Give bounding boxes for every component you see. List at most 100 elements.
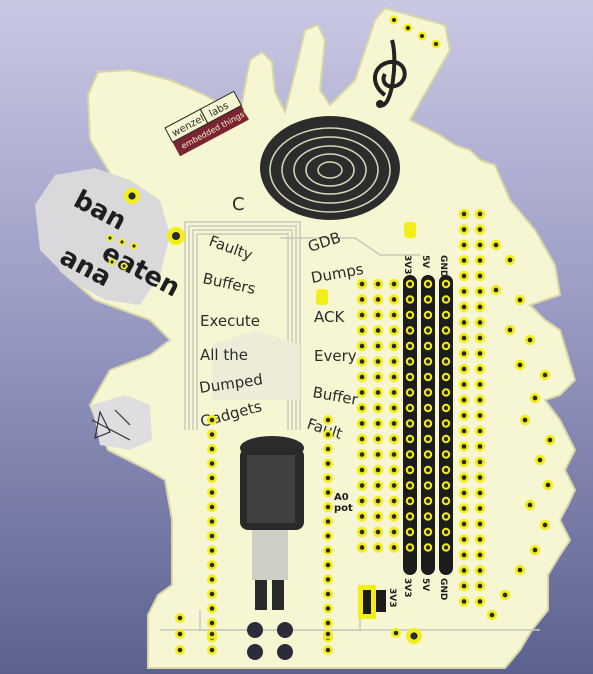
rail-pad-hole <box>425 498 431 504</box>
grid-pad-hole <box>359 281 365 287</box>
rail-pad-hole <box>443 545 449 550</box>
grid-pad-hole <box>391 281 397 287</box>
fringe-pad-hole <box>502 592 508 598</box>
grid-pad-hole <box>461 413 467 418</box>
grid-pad-hole <box>477 413 483 418</box>
grid-pad-hole <box>375 297 381 302</box>
right-header-pad-hole <box>325 548 331 553</box>
large-pad-hole <box>128 192 136 200</box>
grid-pad-hole <box>391 545 397 550</box>
mount-hole <box>277 622 293 638</box>
side-pad-hole <box>120 240 124 244</box>
grid-pad-hole <box>461 475 467 480</box>
grid-pad-hole <box>375 281 381 287</box>
left-header-pad-hole <box>209 577 215 582</box>
switch-label: 3V3 <box>387 588 397 608</box>
fringe-pad-hole <box>489 612 495 618</box>
grid-pad-hole <box>477 459 483 465</box>
grid-pad-hole <box>359 359 365 364</box>
bottom-pad-hole <box>209 631 215 637</box>
fringe-pad-hole <box>527 337 533 343</box>
grid-pad-hole <box>477 490 483 496</box>
right-header-pad-hole <box>325 461 331 466</box>
grid-pad-hole <box>461 351 467 356</box>
fringe-pad-hole <box>517 362 523 368</box>
grid-pad-hole <box>375 312 381 318</box>
grid-pad-hole <box>359 529 365 535</box>
square-pad <box>404 222 416 238</box>
rail-pad-hole <box>407 390 413 395</box>
grid-pad-hole <box>359 343 365 349</box>
grid-pad-hole <box>391 390 397 395</box>
right-word-4: Every <box>314 347 357 365</box>
grid-pad-hole <box>477 599 483 604</box>
grid-pad-hole <box>461 258 467 263</box>
rail-label-top-1: 3V3 <box>402 255 412 275</box>
grid-pad-hole <box>359 297 365 302</box>
grid-pad-hole <box>359 498 365 504</box>
grid-pad-hole <box>359 545 365 550</box>
left-header-pad-hole <box>209 446 215 452</box>
grid-pad-hole <box>461 568 467 573</box>
grid-pad-hole <box>391 359 397 364</box>
rail-pad-hole <box>443 436 449 442</box>
grid-pad-hole <box>391 436 397 442</box>
grid-pad-hole <box>461 289 467 294</box>
grid-pad-hole <box>359 514 365 519</box>
rail-pad-hole <box>425 390 431 395</box>
bottom-pad-hole <box>177 647 183 653</box>
rail-pad-hole <box>425 529 431 535</box>
rail-label-top-2: 5V <box>420 255 430 268</box>
grid-pad-hole <box>359 483 365 488</box>
power-switch[interactable] <box>358 585 386 619</box>
rail-label-top-3: GND <box>438 255 448 277</box>
grid-pad-hole <box>375 390 381 395</box>
grid-pad-hole <box>391 328 397 333</box>
grid-pad-hole <box>477 475 483 480</box>
grid-pad-hole <box>375 343 381 349</box>
hooded-figure-icon <box>240 436 304 610</box>
rail-pad-hole <box>407 405 413 411</box>
treble-clef-icon <box>373 39 407 108</box>
rail-pad-hole <box>443 452 449 457</box>
fringe-pad-hole <box>507 327 513 333</box>
rail-pad-hole <box>407 436 413 442</box>
fringe-pad-hole <box>547 437 553 443</box>
grid-pad-hole <box>391 483 397 488</box>
mount-hole <box>247 622 263 638</box>
grid-pad-hole <box>477 397 483 403</box>
right-header-pad-hole <box>325 620 331 626</box>
grid-pad-hole <box>375 374 381 380</box>
rail-pad-hole <box>443 343 449 349</box>
grid-pad-hole <box>391 514 397 519</box>
left-header-pad-hole <box>209 591 215 597</box>
rail-pad-hole <box>443 467 449 473</box>
left-header-pad-hole <box>209 490 215 495</box>
grid-pad-hole <box>359 436 365 442</box>
rail-pad-hole <box>425 545 431 550</box>
grid-pad-hole <box>461 428 467 434</box>
grid-pad-hole <box>461 273 467 279</box>
left-header-pad-hole <box>209 432 215 437</box>
grid-pad-hole <box>391 297 397 302</box>
fringe-pad-hole <box>542 522 548 528</box>
rail-pad-hole <box>425 452 431 457</box>
rail-pad-hole <box>425 374 431 380</box>
grid-pad-hole <box>359 467 365 473</box>
left-word-3: Execute <box>200 312 260 330</box>
pad-array <box>106 15 556 660</box>
rail-pad-hole <box>407 328 413 333</box>
rail-label-bottom-1: 3V3 <box>402 578 412 598</box>
rail-pad-hole <box>425 297 431 302</box>
grid-pad-hole <box>477 289 483 294</box>
grid-pad-hole <box>375 514 381 519</box>
grid-pad-hole <box>477 351 483 356</box>
rail-pad-hole <box>425 421 431 426</box>
grid-pad-hole <box>375 328 381 333</box>
grid-pad-hole <box>391 529 397 535</box>
fringe-pad-hole <box>493 287 499 293</box>
right-header-pad-hole <box>325 446 331 452</box>
bottom-pad-hole <box>325 647 331 653</box>
rail-pad-hole <box>407 529 413 535</box>
